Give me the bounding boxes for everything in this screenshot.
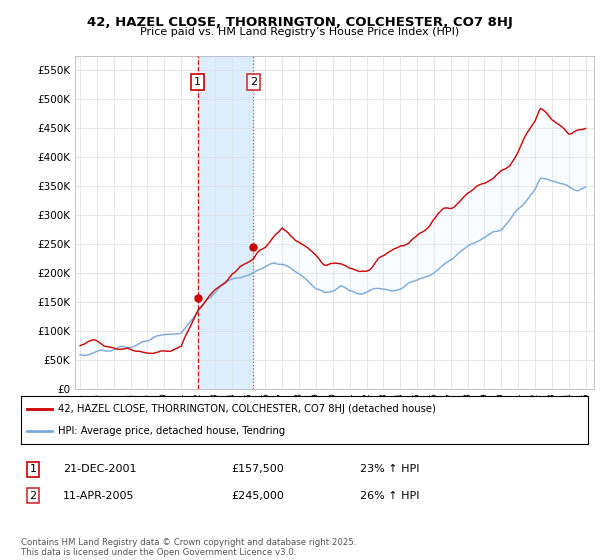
Text: 42, HAZEL CLOSE, THORRINGTON, COLCHESTER, CO7 8HJ: 42, HAZEL CLOSE, THORRINGTON, COLCHESTER… <box>87 16 513 29</box>
Text: HPI: Average price, detached house, Tendring: HPI: Average price, detached house, Tend… <box>58 426 285 436</box>
Text: 23% ↑ HPI: 23% ↑ HPI <box>360 464 419 474</box>
Text: 42, HAZEL CLOSE, THORRINGTON, COLCHESTER, CO7 8HJ (detached house): 42, HAZEL CLOSE, THORRINGTON, COLCHESTER… <box>58 404 436 414</box>
Text: 26% ↑ HPI: 26% ↑ HPI <box>360 491 419 501</box>
Bar <box>197 56 253 389</box>
Text: 21-DEC-2001: 21-DEC-2001 <box>63 464 137 474</box>
Text: 2: 2 <box>250 77 257 87</box>
Text: 1: 1 <box>194 77 201 87</box>
Text: 11-APR-2005: 11-APR-2005 <box>63 491 134 501</box>
Text: £245,000: £245,000 <box>231 491 284 501</box>
Text: 2: 2 <box>29 491 37 501</box>
Text: £157,500: £157,500 <box>231 464 284 474</box>
Text: Contains HM Land Registry data © Crown copyright and database right 2025.
This d: Contains HM Land Registry data © Crown c… <box>21 538 356 557</box>
Text: Price paid vs. HM Land Registry’s House Price Index (HPI): Price paid vs. HM Land Registry’s House … <box>140 27 460 37</box>
Text: 1: 1 <box>29 464 37 474</box>
